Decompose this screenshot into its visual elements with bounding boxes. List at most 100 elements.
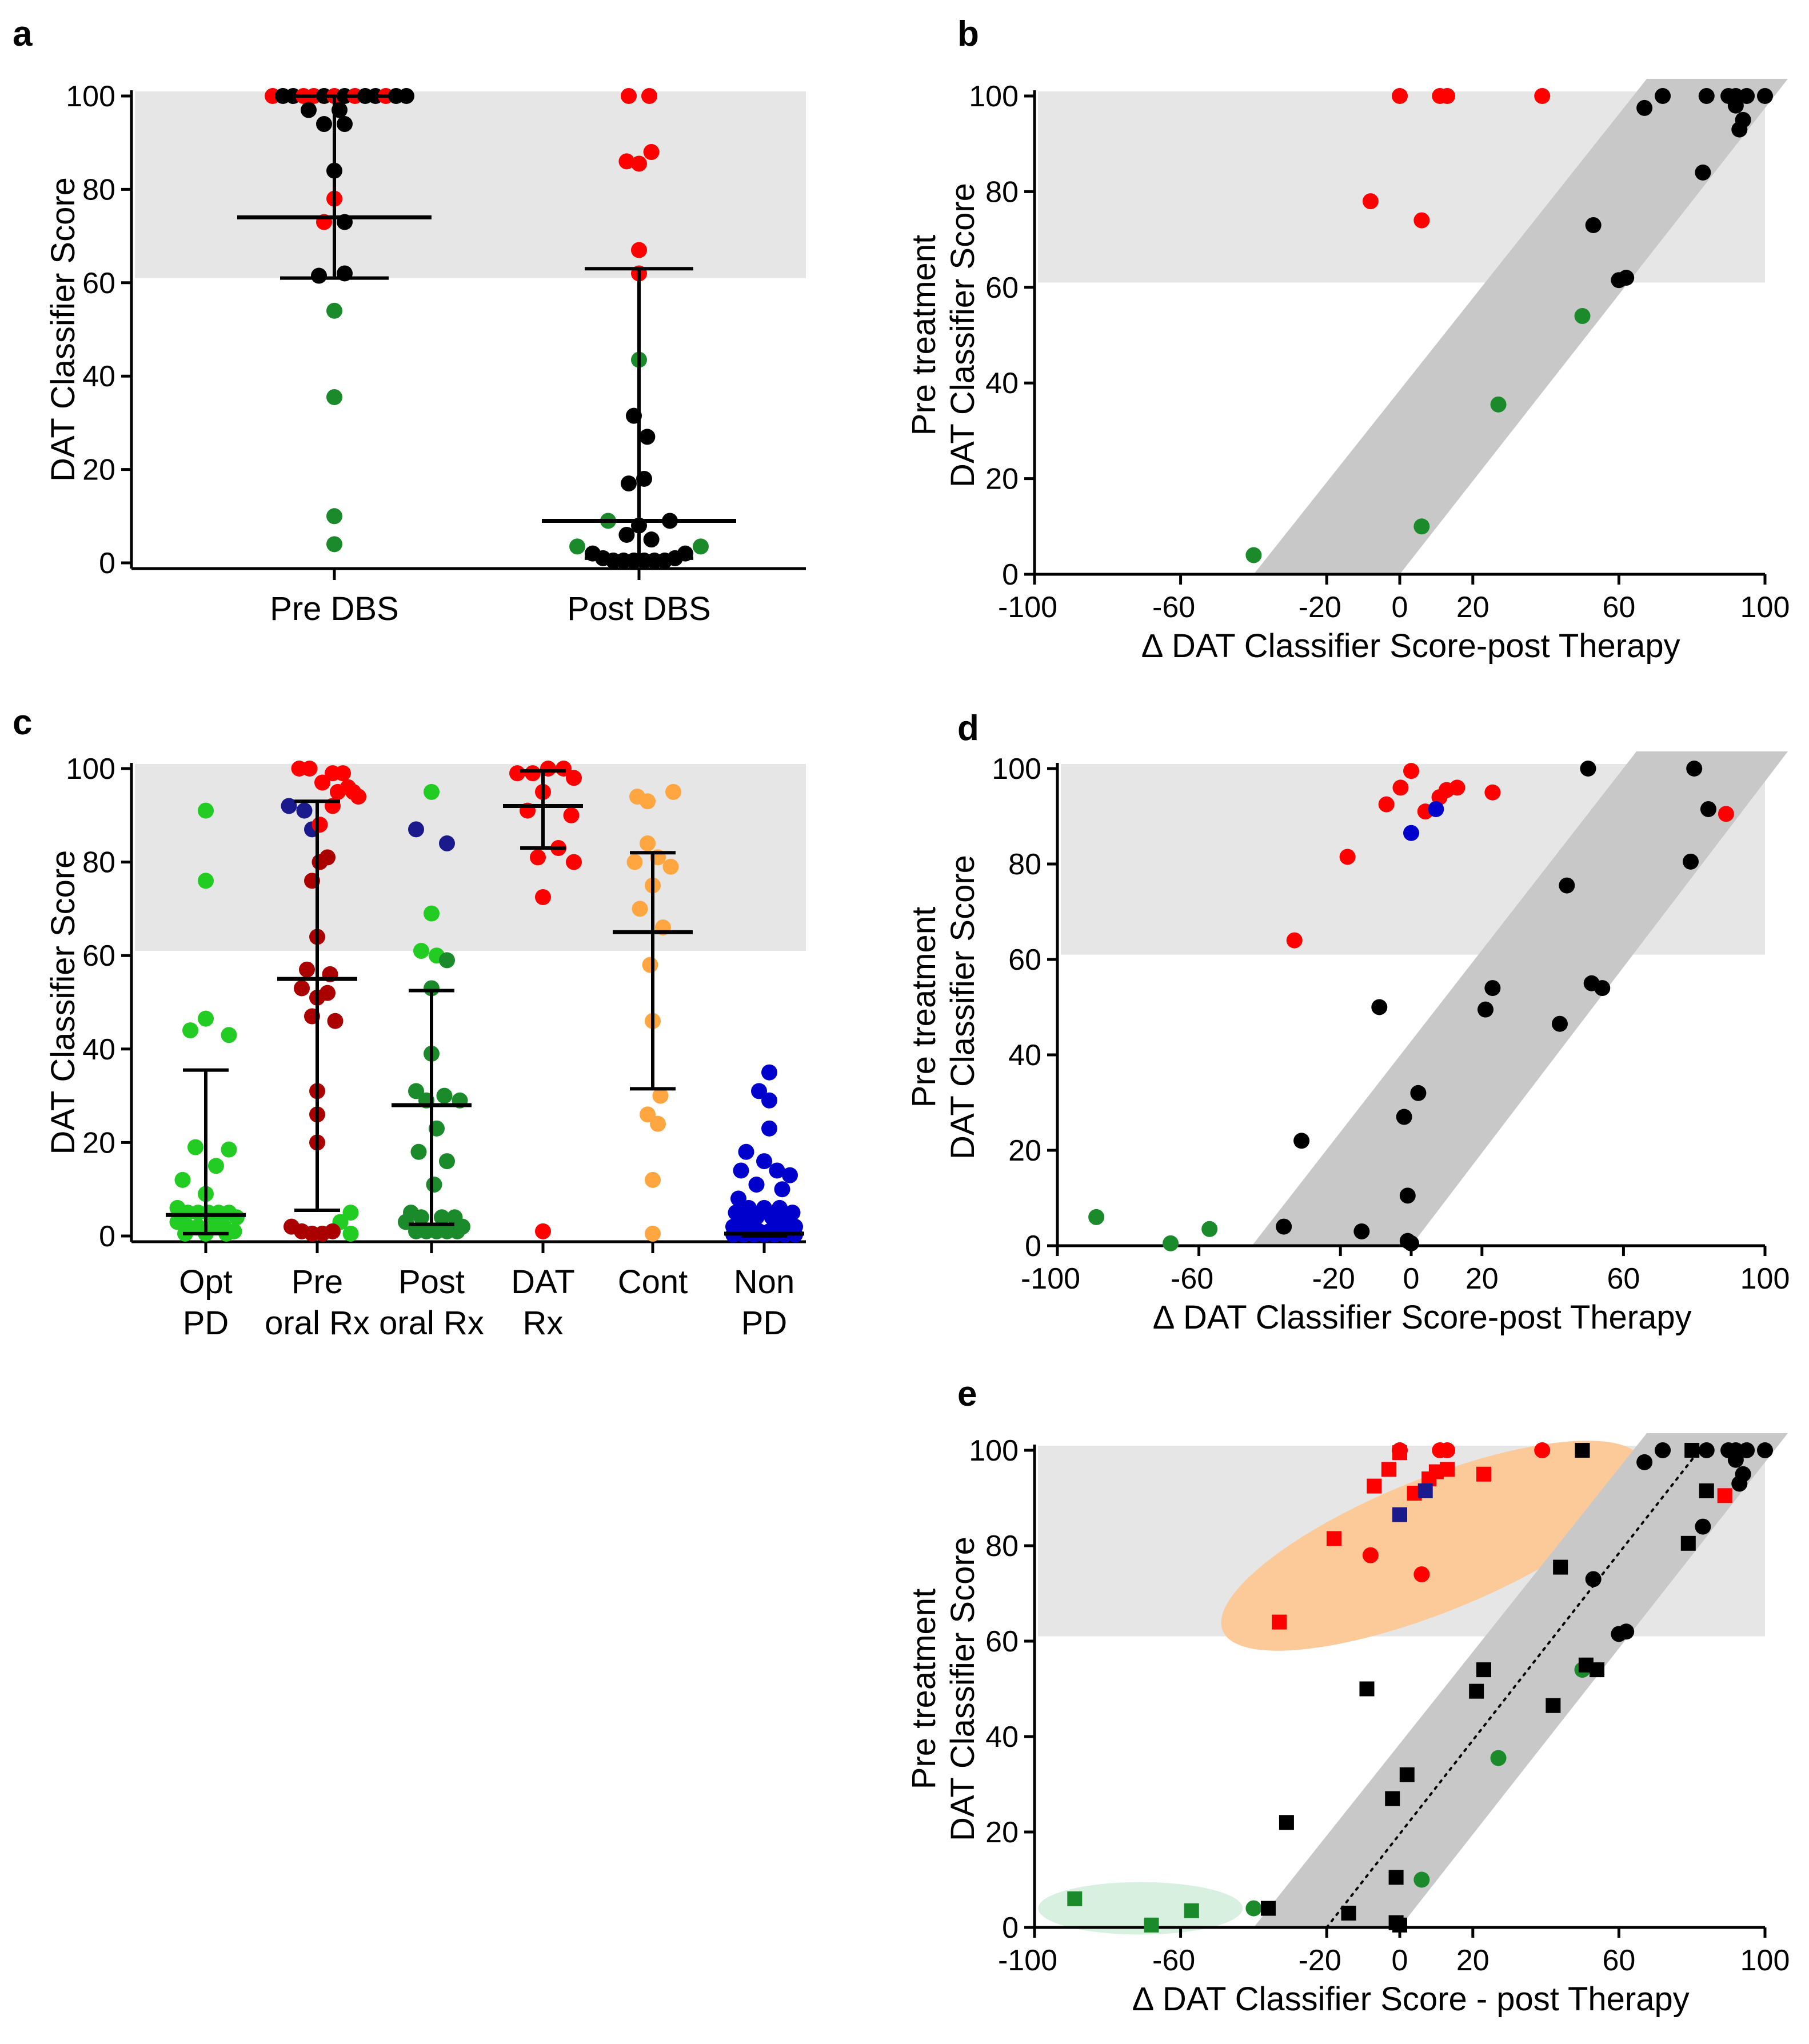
data-point <box>1700 801 1716 817</box>
data-point <box>665 783 681 800</box>
data-point <box>326 389 342 405</box>
data-point-square <box>1680 1535 1696 1551</box>
x-tick-label: 100 <box>1740 591 1790 624</box>
data-point <box>424 905 440 922</box>
data-point <box>294 980 310 997</box>
y-tick-label: 0 <box>99 547 115 580</box>
data-point <box>1399 1187 1416 1204</box>
y-tick-label: 0 <box>1002 1911 1019 1945</box>
data-point <box>426 1177 442 1193</box>
y-tick-label: 100 <box>66 753 115 786</box>
data-point <box>449 1223 465 1239</box>
data-point <box>296 802 313 819</box>
category-label: oral Rx <box>265 1305 370 1342</box>
data-point <box>640 793 656 810</box>
y-tick-label: 60 <box>82 267 115 300</box>
data-point <box>566 854 582 870</box>
data-point <box>1718 806 1734 822</box>
y-tick-label: 100 <box>969 80 1019 113</box>
data-point <box>730 1190 746 1207</box>
data-point <box>756 1153 772 1170</box>
data-point <box>1618 270 1635 286</box>
data-point <box>643 144 660 161</box>
category-label: Pre <box>291 1263 343 1301</box>
data-point <box>439 835 455 851</box>
data-point <box>1439 1442 1456 1458</box>
data-point <box>314 774 330 791</box>
panel-c: 0 20 40 60 80 100 Opt PD Pre oral Rx Post oral Rx DA… <box>13 703 806 1342</box>
data-point <box>1655 88 1671 104</box>
y-axis-title: DAT Classifier Score <box>944 855 981 1159</box>
data-point <box>1403 825 1419 841</box>
panel-letter: c <box>13 703 32 742</box>
y-tick-label: 40 <box>82 1033 115 1066</box>
x-axis-title: ∆ DAT Classifier Score - post Therapy <box>1133 1981 1689 2018</box>
data-point <box>436 1087 453 1104</box>
data-point <box>1413 212 1430 229</box>
data-point <box>642 957 658 973</box>
category-label: Non <box>734 1263 794 1301</box>
data-point <box>1636 99 1653 116</box>
category-label: Cont <box>618 1263 688 1301</box>
data-point <box>662 858 679 875</box>
data-point <box>221 1141 237 1158</box>
data-point <box>330 783 346 800</box>
y-tick-label: 60 <box>82 939 115 973</box>
x-tick-label: 0 <box>1392 1944 1408 1977</box>
y-tick-label: 0 <box>1002 558 1019 591</box>
data-point <box>643 531 660 548</box>
data-point <box>761 1064 777 1081</box>
data-point <box>1534 88 1551 104</box>
y-tick-label: 40 <box>985 1721 1019 1754</box>
y-tick-label: 60 <box>1008 943 1041 977</box>
y-tick-label: 40 <box>1008 1039 1041 1072</box>
data-point-square <box>1476 1466 1491 1482</box>
data-point <box>350 789 366 805</box>
data-point-square <box>1699 1483 1714 1498</box>
data-point <box>1636 1454 1653 1470</box>
data-point-square <box>1392 1445 1407 1461</box>
data-point <box>640 835 656 851</box>
y-tick-label: 40 <box>82 360 115 393</box>
data-point <box>1618 1623 1635 1640</box>
category-label: Pre DBS <box>270 590 399 627</box>
data-point <box>693 538 709 555</box>
y-tick-label: 40 <box>985 367 1019 400</box>
y-axis-title: Pre treatment <box>905 1589 943 1789</box>
data-point-square <box>1399 1767 1415 1782</box>
data-point <box>1683 853 1699 870</box>
x-tick-label: 0 <box>1392 591 1408 624</box>
data-point <box>1293 1133 1310 1149</box>
x-tick-label: 20 <box>1465 1262 1499 1295</box>
y-tick-label: 100 <box>992 753 1041 786</box>
y-tick-label: 20 <box>82 454 115 487</box>
data-point <box>640 1106 656 1123</box>
data-point-square <box>1717 1488 1732 1503</box>
data-point <box>733 1162 749 1179</box>
data-point <box>1580 761 1596 777</box>
data-point-square <box>1367 1478 1382 1494</box>
y-axis-title: DAT Classifier Score <box>944 183 981 487</box>
x-tick-label: 20 <box>1456 1944 1489 1977</box>
data-point <box>1695 1518 1711 1535</box>
data-point <box>621 475 637 492</box>
identity-line <box>1325 1449 1700 1929</box>
data-point-square <box>1469 1683 1484 1699</box>
y-axis-title: DAT Classifier Score <box>944 1537 981 1841</box>
data-point <box>1371 999 1388 1015</box>
data-point <box>1413 1566 1430 1583</box>
data-point <box>312 817 328 833</box>
data-point <box>1088 1209 1105 1225</box>
x-tick-label: -20 <box>1299 1944 1341 1977</box>
data-point <box>316 116 332 133</box>
x-tick-label: -60 <box>1152 591 1195 624</box>
confidence-band <box>1253 79 1788 574</box>
data-point <box>1551 1015 1568 1032</box>
y-tick-label: 20 <box>985 463 1019 496</box>
data-point <box>1245 1900 1262 1917</box>
data-point <box>769 1162 785 1179</box>
data-point <box>1739 1442 1755 1458</box>
data-point <box>337 116 353 133</box>
data-point-square <box>1184 1903 1199 1918</box>
data-point <box>626 854 643 870</box>
